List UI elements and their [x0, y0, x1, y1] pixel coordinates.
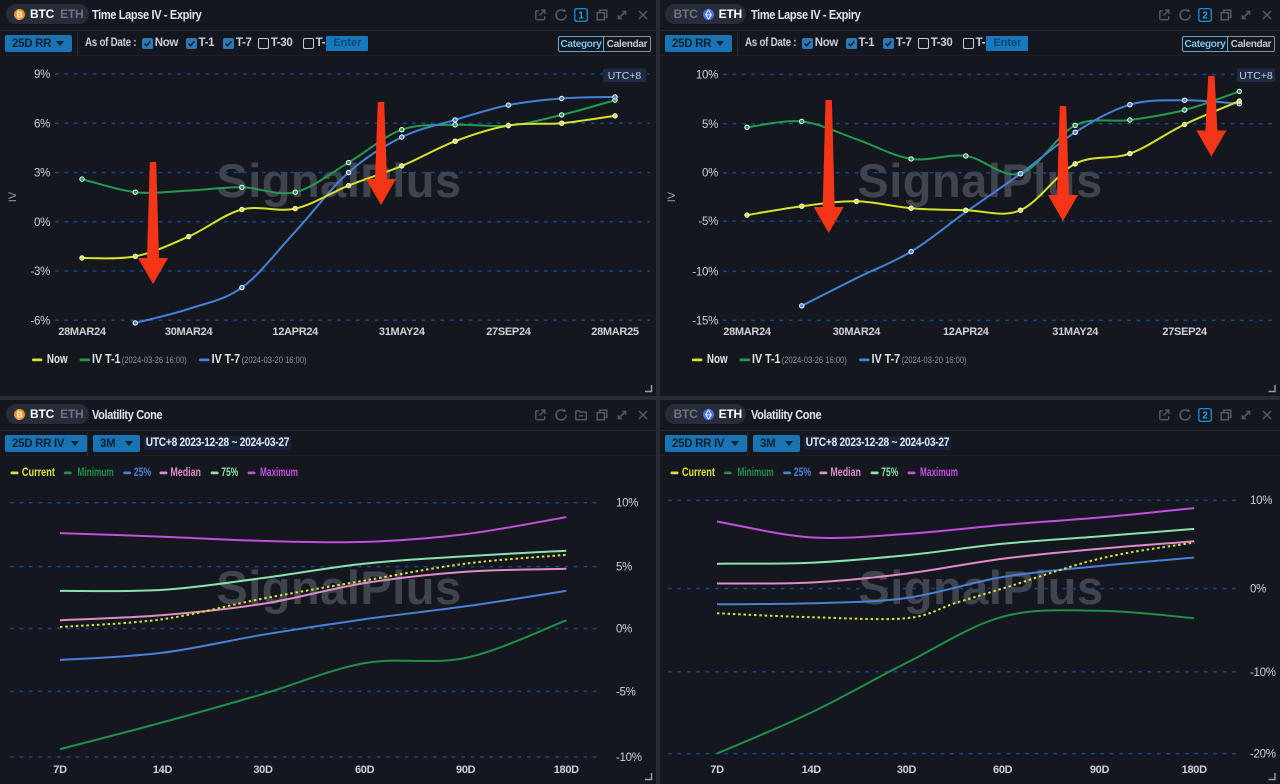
svg-text:Now: Now — [707, 352, 728, 366]
svg-text:9%: 9% — [34, 69, 50, 81]
svg-text:5%: 5% — [616, 562, 632, 574]
svg-text:(2024-03-26 16:00): (2024-03-26 16:00) — [782, 355, 847, 366]
svg-text:14D: 14D — [802, 764, 822, 776]
svg-text:-6%: -6% — [30, 315, 50, 327]
svg-text:5%: 5% — [702, 119, 718, 131]
svg-text:2: 2 — [1202, 11, 1208, 22]
svg-text:-20%: -20% — [1250, 749, 1276, 761]
svg-text:1: 1 — [578, 11, 584, 22]
svg-text:Now: Now — [47, 352, 68, 366]
svg-text:25%: 25% — [794, 467, 812, 479]
svg-text:28MAR24: 28MAR24 — [723, 326, 772, 338]
svg-text:0%: 0% — [702, 168, 718, 180]
svg-text:10%: 10% — [696, 69, 718, 81]
svg-text:180D: 180D — [1182, 764, 1207, 776]
svg-text:SignalPlus: SignalPlus — [216, 154, 461, 207]
svg-text:B: B — [17, 9, 23, 19]
svg-text:Minimum: Minimum — [738, 467, 774, 479]
svg-text:180D: 180D — [554, 764, 579, 776]
svg-text:7D: 7D — [53, 764, 67, 776]
svg-text:Current: Current — [22, 467, 55, 479]
svg-text:Minimum: Minimum — [78, 467, 114, 479]
svg-text:12APR24: 12APR24 — [272, 326, 319, 338]
svg-text:27SEP24: 27SEP24 — [1162, 326, 1208, 338]
svg-text:30D: 30D — [897, 764, 917, 776]
svg-text:IV T-1: IV T-1 — [752, 352, 781, 366]
svg-text:-5%: -5% — [616, 686, 636, 698]
svg-text:UTC+8: UTC+8 — [1239, 70, 1273, 82]
svg-text:90D: 90D — [1090, 764, 1110, 776]
svg-text:6%: 6% — [34, 118, 50, 130]
svg-text:-10%: -10% — [692, 266, 718, 278]
svg-text:Maximum: Maximum — [260, 467, 298, 479]
svg-text:75%: 75% — [221, 467, 238, 479]
svg-text:28MAR25: 28MAR25 — [591, 326, 639, 338]
svg-text:30MAR24: 30MAR24 — [833, 326, 882, 338]
svg-text:90D: 90D — [456, 764, 476, 776]
svg-text:Current: Current — [682, 467, 715, 479]
svg-text:IV: IV — [7, 191, 19, 202]
svg-text:-10%: -10% — [1250, 667, 1276, 679]
svg-text:(2024-03-20 16:00): (2024-03-20 16:00) — [242, 355, 307, 366]
svg-text:28MAR24: 28MAR24 — [58, 326, 107, 338]
svg-text:Median: Median — [830, 467, 861, 479]
svg-text:3%: 3% — [34, 168, 50, 180]
svg-text:-5%: -5% — [698, 216, 718, 228]
svg-text:10%: 10% — [1250, 495, 1272, 507]
svg-text:B: B — [17, 409, 23, 419]
svg-text:0%: 0% — [34, 217, 50, 229]
svg-text:IV: IV — [666, 191, 678, 202]
svg-text:12APR24: 12APR24 — [943, 326, 990, 338]
svg-text:75%: 75% — [881, 467, 898, 479]
svg-text:-3%: -3% — [30, 266, 50, 278]
svg-text:0%: 0% — [1250, 584, 1266, 596]
svg-text:0%: 0% — [616, 624, 632, 636]
svg-text:-10%: -10% — [616, 752, 642, 764]
svg-text:IV T-7: IV T-7 — [872, 352, 901, 366]
svg-text:30MAR24: 30MAR24 — [165, 326, 214, 338]
svg-text:60D: 60D — [355, 764, 375, 776]
svg-text:Maximum: Maximum — [920, 467, 958, 479]
svg-text:IV T-1: IV T-1 — [92, 352, 121, 366]
svg-text:25%: 25% — [134, 467, 152, 479]
svg-text:IV T-7: IV T-7 — [212, 352, 241, 366]
svg-text:(2024-03-20 16:00): (2024-03-20 16:00) — [902, 355, 967, 366]
svg-text:Median: Median — [170, 467, 201, 479]
svg-text:14D: 14D — [153, 764, 173, 776]
svg-text:30D: 30D — [253, 764, 273, 776]
svg-text:2: 2 — [1202, 411, 1208, 422]
svg-text:31MAY24: 31MAY24 — [1052, 326, 1099, 338]
svg-text:(2024-03-26 16:00): (2024-03-26 16:00) — [122, 355, 187, 366]
svg-text:UTC+8: UTC+8 — [608, 70, 642, 82]
svg-text:31MAY24: 31MAY24 — [379, 326, 426, 338]
svg-text:-15%: -15% — [692, 315, 718, 327]
svg-text:7D: 7D — [710, 764, 724, 776]
svg-text:60D: 60D — [993, 764, 1013, 776]
svg-text:27SEP24: 27SEP24 — [486, 326, 532, 338]
svg-text:10%: 10% — [616, 498, 638, 510]
